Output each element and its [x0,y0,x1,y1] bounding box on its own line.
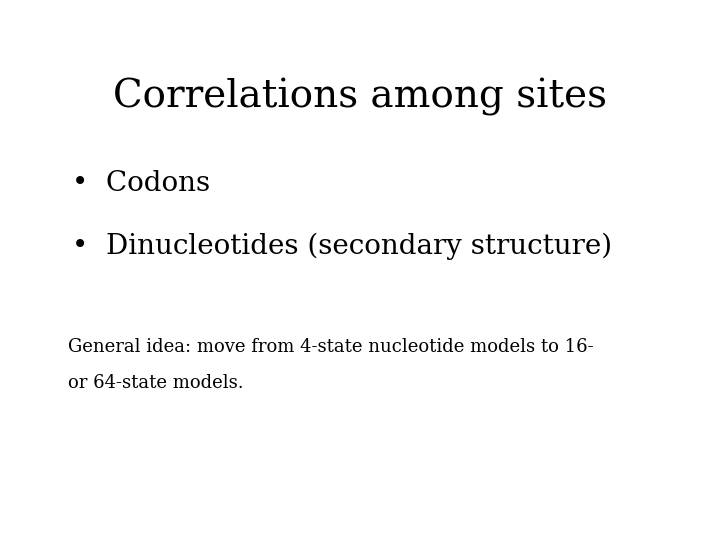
Text: General idea: move from 4-state nucleotide models to 16-: General idea: move from 4-state nucleoti… [68,338,594,355]
Text: •  Codons: • Codons [72,170,210,197]
Text: •  Dinucleotides (secondary structure): • Dinucleotides (secondary structure) [72,232,612,260]
Text: or 64-state models.: or 64-state models. [68,374,244,392]
Text: Correlations among sites: Correlations among sites [113,78,607,116]
